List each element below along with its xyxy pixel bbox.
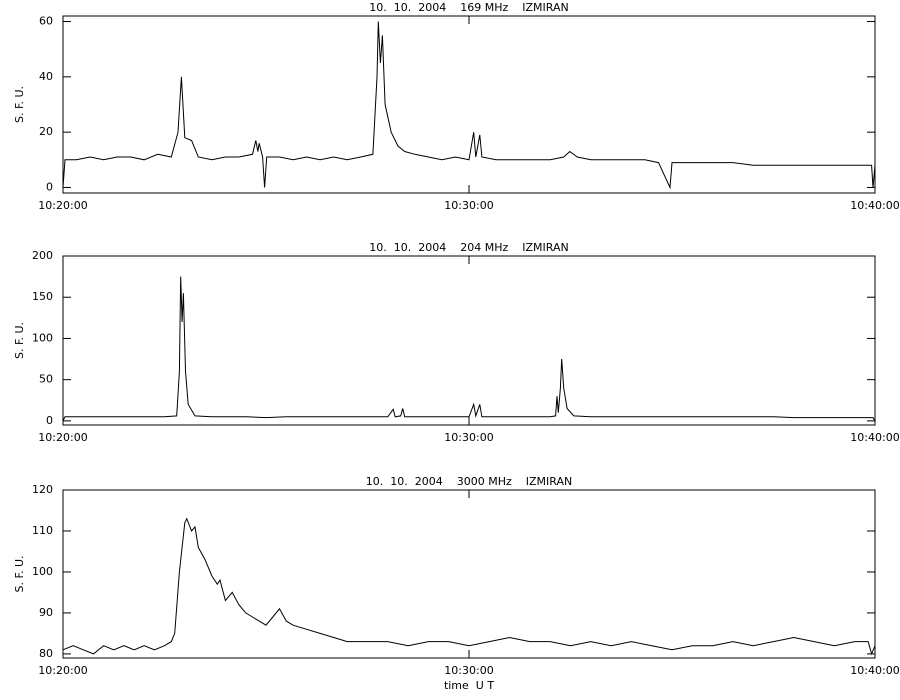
chart-title: 10. 10. 2004 169 MHz IZMIRAN: [369, 1, 568, 14]
y-tick-label: 100: [32, 565, 53, 578]
x-tick-label: 10:30:00: [444, 199, 493, 212]
chart-title: 10. 10. 2004 3000 MHz IZMIRAN: [366, 475, 572, 488]
y-tick-label: 150: [32, 290, 53, 303]
y-tick-label: 100: [32, 331, 53, 344]
x-axis-label: time U T: [444, 679, 494, 692]
y-tick-label: 50: [39, 373, 53, 386]
data-line: [62, 21, 876, 190]
y-tick-label: 90: [39, 606, 53, 619]
y-tick-label: 200: [32, 249, 53, 262]
y-tick-label: 80: [39, 647, 53, 660]
y-axis-label: S. F. U.: [13, 86, 26, 123]
chart-title: 10. 10. 2004 204 MHz IZMIRAN: [369, 241, 568, 254]
data-line: [62, 276, 876, 422]
y-tick-label: 0: [46, 414, 53, 427]
x-tick-label: 10:30:00: [444, 431, 493, 444]
y-tick-label: 20: [39, 125, 53, 138]
y-tick-label: 0: [46, 180, 53, 193]
y-tick-label: 110: [32, 524, 53, 537]
x-tick-label: 10:20:00: [38, 664, 87, 677]
x-tick-label: 10:20:00: [38, 199, 87, 212]
x-tick-label: 10:40:00: [850, 199, 899, 212]
x-tick-label: 10:40:00: [850, 431, 899, 444]
y-tick-label: 60: [39, 15, 53, 28]
x-tick-label: 10:40:00: [850, 664, 899, 677]
y-tick-label: 40: [39, 70, 53, 83]
plot-frame: [62, 489, 876, 659]
plot-frame: [62, 15, 876, 194]
y-axis-label: S. F. U.: [13, 322, 26, 359]
x-tick-label: 10:30:00: [444, 664, 493, 677]
x-tick-label: 10:20:00: [38, 431, 87, 444]
y-tick-label: 120: [32, 483, 53, 496]
data-line: [62, 517, 876, 656]
y-axis-label: S. F. U.: [13, 555, 26, 592]
